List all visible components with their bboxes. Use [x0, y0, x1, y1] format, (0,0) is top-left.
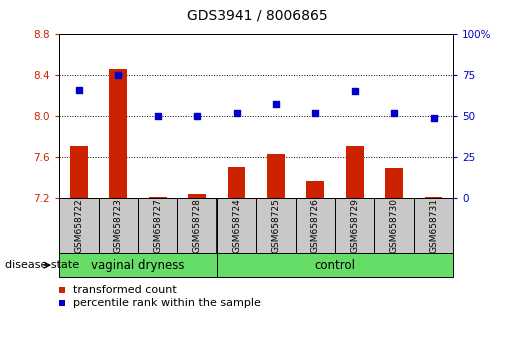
Bar	[296, 198, 335, 253]
Bar	[138, 198, 177, 253]
Text: control: control	[315, 259, 355, 272]
Bar	[188, 194, 206, 198]
Bar	[385, 169, 403, 198]
Text: GSM658729: GSM658729	[350, 198, 359, 253]
Text: disease state: disease state	[5, 260, 79, 270]
Point	[153, 113, 162, 119]
Point	[75, 87, 83, 92]
Text: GSM658727: GSM658727	[153, 198, 162, 253]
Bar	[256, 198, 296, 253]
Point	[232, 110, 241, 115]
Bar	[374, 198, 414, 253]
Text: GSM658726: GSM658726	[311, 198, 320, 253]
Bar	[59, 198, 99, 253]
Text: vaginal dryness: vaginal dryness	[91, 259, 185, 272]
Text: GSM658724: GSM658724	[232, 198, 241, 253]
Point	[311, 110, 319, 115]
Bar	[414, 198, 453, 253]
Text: GSM658723: GSM658723	[114, 198, 123, 253]
Text: percentile rank within the sample: percentile rank within the sample	[73, 298, 261, 308]
Point	[430, 115, 438, 120]
Bar	[228, 167, 245, 198]
Text: GDS3941 / 8006865: GDS3941 / 8006865	[187, 9, 328, 23]
Bar	[306, 181, 324, 198]
Text: GSM658728: GSM658728	[193, 198, 201, 253]
Text: GSM658722: GSM658722	[75, 198, 83, 253]
Point	[114, 72, 123, 78]
Bar	[99, 198, 138, 253]
Bar	[335, 198, 374, 253]
Bar	[425, 197, 442, 198]
Text: GSM658725: GSM658725	[271, 198, 280, 253]
Point	[390, 110, 398, 115]
Point	[272, 102, 280, 107]
Bar	[177, 198, 217, 253]
Point	[193, 113, 201, 119]
Text: transformed count: transformed count	[73, 285, 177, 295]
Bar	[217, 253, 453, 277]
Bar	[267, 154, 285, 198]
Bar	[110, 69, 127, 198]
Text: GSM658730: GSM658730	[390, 198, 399, 253]
Bar	[149, 197, 166, 198]
Point	[351, 88, 359, 94]
Bar	[346, 146, 364, 198]
Bar	[217, 198, 256, 253]
Bar	[59, 253, 217, 277]
Bar	[70, 146, 88, 198]
Text: GSM658731: GSM658731	[429, 198, 438, 253]
